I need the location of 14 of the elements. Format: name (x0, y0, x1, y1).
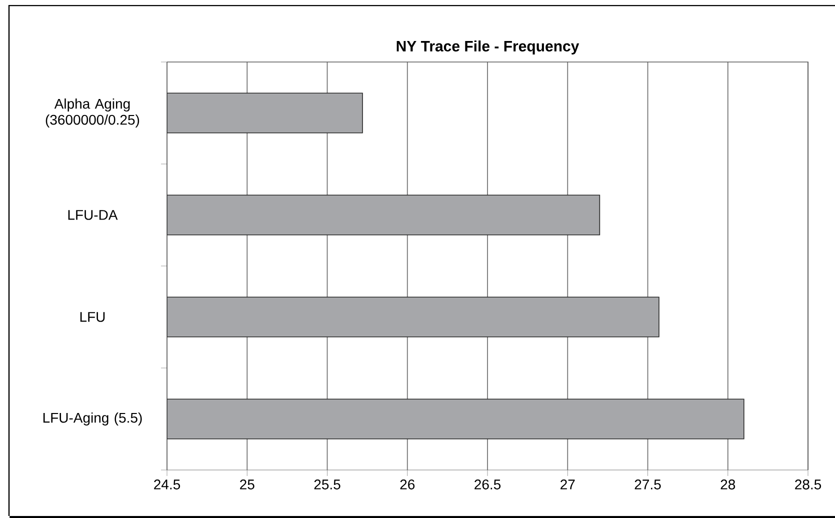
chart-title: NY Trace File - Frequency (396, 40, 580, 54)
y-tick-label: LFU-Aging (5.5) (43, 412, 142, 426)
y-tick-label: LFU-DA (68, 210, 118, 220)
y-tick-label: LFU (80, 312, 105, 322)
x-tick-label: 26.5 (474, 480, 501, 490)
x-tick-label: 27 (560, 480, 575, 490)
y-tick-label: Alpha Aging (3600000/0.25) (46, 98, 140, 128)
x-tick-label: 27.5 (634, 480, 661, 490)
x-tick-label: 28.5 (795, 480, 822, 490)
x-tick-label: 24.5 (154, 480, 180, 490)
x-tick-label: 28 (720, 480, 736, 490)
x-tick-label: 25.5 (314, 480, 340, 490)
x-tick-label: 26 (400, 480, 415, 490)
x-tick-label: 25 (240, 480, 254, 490)
